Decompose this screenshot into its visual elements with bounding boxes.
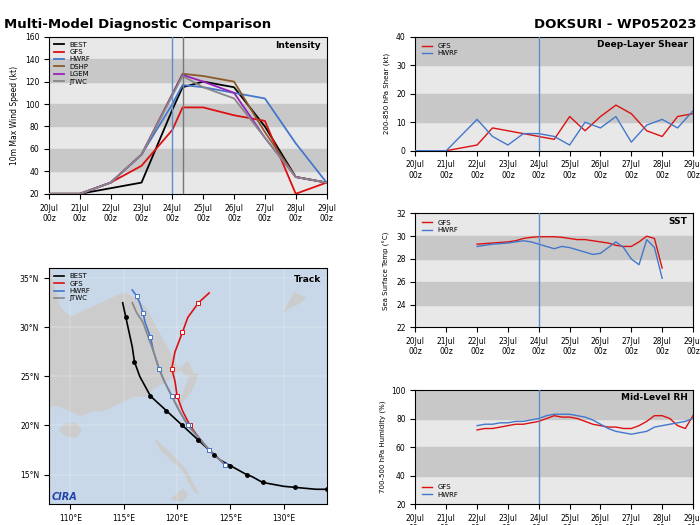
Legend: GFS, HWRF: GFS, HWRF — [419, 217, 461, 236]
Y-axis label: 10m Max Wind Speed (kt): 10m Max Wind Speed (kt) — [10, 66, 19, 165]
Bar — [415, 447, 693, 476]
Legend: GFS, HWRF: GFS, HWRF — [419, 481, 461, 500]
Text: Multi-Model Diagnostic Comparison: Multi-Model Diagnostic Comparison — [4, 18, 271, 31]
Polygon shape — [284, 293, 305, 312]
Legend: GFS, HWRF: GFS, HWRF — [419, 40, 461, 59]
Bar — [415, 390, 693, 418]
Bar — [415, 37, 693, 65]
Polygon shape — [172, 489, 188, 501]
Bar — [49, 59, 327, 81]
Legend: BEST, GFS, HWRF, JTWC: BEST, GFS, HWRF, JTWC — [51, 270, 94, 304]
Bar — [415, 94, 693, 122]
Y-axis label: 200-850 hPa Shear (kt): 200-850 hPa Shear (kt) — [384, 53, 391, 134]
Text: Mid-Level RH: Mid-Level RH — [621, 393, 687, 403]
Polygon shape — [156, 440, 199, 494]
Text: Intensity: Intensity — [275, 41, 321, 50]
Polygon shape — [49, 268, 193, 416]
Bar — [49, 149, 327, 171]
Legend: BEST, GFS, HWRF, DSHP, LGEM, JTWC: BEST, GFS, HWRF, DSHP, LGEM, JTWC — [51, 39, 94, 87]
Polygon shape — [60, 424, 81, 437]
Text: Track: Track — [294, 276, 321, 285]
Text: Deep-Layer Shear: Deep-Layer Shear — [596, 40, 687, 49]
Y-axis label: 700-500 hPa Humidity (%): 700-500 hPa Humidity (%) — [379, 401, 386, 493]
Bar — [415, 236, 693, 259]
Bar — [49, 104, 327, 127]
Bar — [415, 282, 693, 304]
Y-axis label: Sea Surface Temp (°C): Sea Surface Temp (°C) — [383, 231, 391, 310]
Text: DOKSURI - WP052023: DOKSURI - WP052023 — [534, 18, 696, 31]
Text: CIRA: CIRA — [52, 491, 78, 502]
Text: SST: SST — [668, 217, 687, 226]
Polygon shape — [177, 373, 197, 407]
